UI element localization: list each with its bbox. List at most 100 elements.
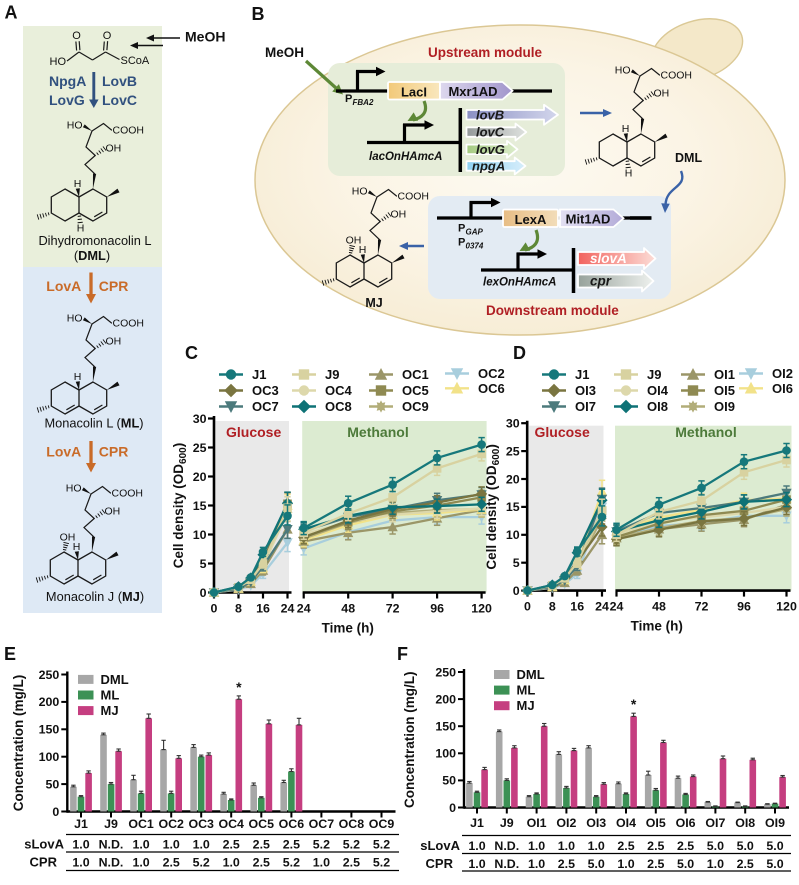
svg-text:5.2: 5.2: [283, 856, 300, 870]
svg-text:OH: OH: [654, 88, 670, 100]
svg-text:LovG: LovG: [49, 92, 85, 108]
svg-text:15: 15: [506, 500, 520, 514]
svg-text:CPR: CPR: [30, 855, 58, 870]
svg-text:J9: J9: [104, 817, 118, 831]
svg-text:OI2: OI2: [556, 816, 576, 830]
svg-text:Glucose: Glucose: [226, 424, 281, 440]
svg-text:2.5: 2.5: [558, 857, 575, 871]
svg-text:OI2: OI2: [772, 366, 793, 381]
svg-text:OH: OH: [391, 209, 407, 221]
svg-text:MJ: MJ: [517, 698, 535, 713]
svg-text:100: 100: [435, 747, 456, 761]
svg-text:200: 200: [39, 695, 60, 709]
svg-text:J1: J1: [470, 816, 484, 830]
svg-text:*: *: [631, 696, 637, 712]
svg-text:1.0: 1.0: [528, 839, 545, 853]
svg-text:slovA: slovA: [590, 251, 627, 266]
svg-text:N.D.: N.D.: [99, 856, 124, 870]
svg-text:1.0: 1.0: [468, 857, 485, 871]
svg-text:30: 30: [193, 412, 207, 426]
svg-text:120: 120: [471, 602, 492, 616]
svg-text:10: 10: [193, 528, 207, 542]
svg-text:COOH: COOH: [398, 191, 430, 203]
svg-text:OC7: OC7: [252, 399, 279, 414]
svg-text:OI1: OI1: [714, 367, 735, 382]
svg-text:0: 0: [52, 805, 59, 819]
svg-text:HO: HO: [352, 186, 368, 198]
svg-text:OI7: OI7: [705, 816, 725, 830]
svg-text:lovG: lovG: [476, 142, 505, 157]
svg-text:OI5: OI5: [646, 816, 666, 830]
svg-text:OI4: OI4: [647, 383, 669, 398]
svg-text:15: 15: [193, 499, 207, 513]
svg-text:OI8: OI8: [647, 399, 668, 414]
svg-text:OC6: OC6: [279, 817, 305, 831]
svg-text:OH: OH: [106, 336, 122, 348]
svg-text:2.5: 2.5: [283, 838, 300, 852]
svg-text:*: *: [236, 679, 242, 695]
svg-text:OH: OH: [106, 143, 122, 155]
svg-text:npgA: npgA: [472, 159, 505, 174]
svg-text:Methanol: Methanol: [675, 424, 736, 440]
svg-text:30: 30: [506, 417, 520, 431]
svg-text:E: E: [4, 644, 16, 664]
svg-text:H: H: [74, 178, 82, 190]
svg-text:B: B: [252, 4, 265, 24]
svg-text:Glucose: Glucose: [535, 424, 590, 440]
svg-text:5.0: 5.0: [737, 839, 754, 853]
svg-text:MeOH: MeOH: [265, 45, 304, 60]
svg-text:LovA: LovA: [46, 278, 81, 294]
svg-text:5.0: 5.0: [707, 839, 724, 853]
svg-text:0: 0: [200, 586, 207, 600]
svg-text:P: P: [458, 223, 465, 235]
svg-text:5.2: 5.2: [343, 838, 360, 852]
svg-text:OI4: OI4: [616, 816, 636, 830]
svg-text:2.5: 2.5: [647, 857, 664, 871]
svg-text:J1: J1: [575, 367, 589, 382]
svg-text:HO: HO: [67, 120, 83, 132]
svg-text:OI7: OI7: [575, 399, 596, 414]
svg-text:N.D.: N.D.: [99, 838, 124, 852]
svg-text:OC8: OC8: [325, 399, 352, 414]
svg-text:sLovA: sLovA: [24, 837, 64, 852]
svg-text:5.0: 5.0: [677, 857, 694, 871]
svg-text:O: O: [72, 30, 81, 42]
svg-text:OC8: OC8: [339, 817, 365, 831]
svg-text:2.5: 2.5: [677, 839, 694, 853]
svg-text:1.0: 1.0: [558, 839, 575, 853]
svg-text:OH: OH: [346, 235, 362, 247]
svg-text:8: 8: [549, 600, 556, 614]
svg-text:Dihydromonacolin L: Dihydromonacolin L: [38, 233, 151, 248]
svg-text:O: O: [103, 30, 112, 42]
svg-text:LovC: LovC: [102, 92, 137, 108]
svg-text:COOH: COOH: [661, 70, 693, 82]
svg-text:lexOnHAmcA: lexOnHAmcA: [483, 277, 557, 289]
svg-text:MJ: MJ: [365, 296, 382, 310]
svg-text:OC4: OC4: [325, 383, 353, 398]
svg-text:0374: 0374: [466, 242, 484, 251]
svg-text:24: 24: [281, 602, 295, 616]
svg-text:CPR: CPR: [99, 278, 129, 294]
svg-text:0: 0: [513, 584, 520, 598]
svg-text:72: 72: [386, 602, 400, 616]
svg-text:24: 24: [610, 600, 624, 614]
svg-text:OC9: OC9: [369, 817, 395, 831]
svg-text:CPR: CPR: [426, 856, 454, 871]
svg-text:0: 0: [449, 801, 456, 815]
svg-text:OC1: OC1: [128, 817, 154, 831]
svg-text:5.2: 5.2: [373, 838, 390, 852]
svg-text:SCoA: SCoA: [121, 55, 150, 67]
svg-text:1.0: 1.0: [72, 838, 89, 852]
svg-text:COOH: COOH: [112, 488, 144, 500]
svg-text:Concentration (mg/L): Concentration (mg/L): [402, 672, 417, 809]
svg-text:OC1: OC1: [402, 367, 429, 382]
svg-text:150: 150: [39, 723, 60, 737]
svg-text:OI5: OI5: [714, 383, 735, 398]
svg-text:50: 50: [442, 774, 456, 788]
svg-text:Methanol: Methanol: [347, 424, 408, 440]
svg-text:N.D.: N.D.: [494, 857, 519, 871]
svg-text:OH: OH: [105, 506, 121, 518]
svg-text:250: 250: [435, 665, 456, 679]
svg-text:OC7: OC7: [309, 817, 335, 831]
svg-text:DML: DML: [101, 672, 129, 687]
